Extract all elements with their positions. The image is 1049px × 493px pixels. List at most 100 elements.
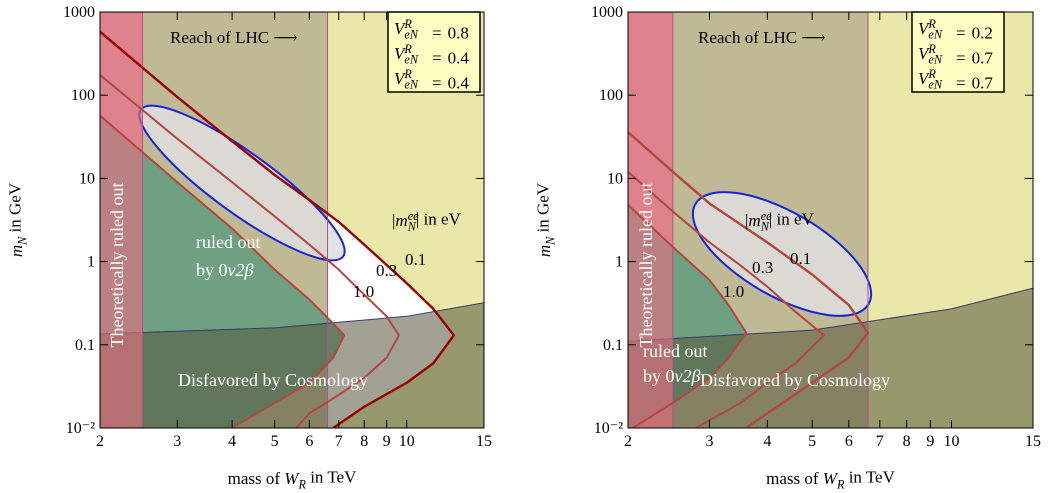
dbd-annotation: by 0ν2β: [196, 260, 253, 280]
cosmology-boundary: [628, 287, 1033, 342]
contour-line: [628, 131, 870, 428]
text-segment: V: [918, 44, 931, 63]
text-segment: N: [760, 219, 770, 233]
text-segment: ν2β: [675, 366, 701, 386]
text-segment: mass of: [766, 469, 823, 488]
text-segment: R: [403, 67, 412, 81]
text-segment: N: [543, 236, 557, 246]
text-segment: in TeV: [306, 467, 357, 486]
text-segment: V: [394, 44, 407, 63]
cosmology-boundary: [100, 302, 484, 335]
text-segment: by 0: [643, 366, 675, 386]
legend-entry: VR eN = 0.2: [918, 17, 993, 42]
x-tick-label: 9: [383, 433, 391, 450]
theory-annotation: Theoretically ruled out: [636, 183, 656, 348]
text-segment: V: [918, 19, 931, 38]
text-segment: m: [535, 245, 554, 257]
x-axis-title: mass of WR in TeV: [228, 467, 357, 491]
text-segment: in TeV: [844, 467, 895, 486]
text-segment: m: [748, 211, 760, 230]
text-segment: eN: [928, 52, 942, 66]
y-tick-label: 1000: [63, 4, 95, 21]
legend-eq: =: [432, 23, 442, 42]
contour-label: 0.3: [752, 258, 773, 277]
y-tick-label: 10: [607, 170, 623, 187]
text-segment: N: [15, 236, 29, 246]
cosmology-region: [628, 288, 1033, 428]
legend-value: 0.7: [972, 73, 994, 92]
text-segment: |: [745, 211, 748, 230]
legend-value: 0.7: [972, 48, 994, 67]
legend-entry: VR eN = 0.8: [394, 17, 469, 42]
x-tick-label: 10: [944, 433, 960, 450]
y-tick-label: 10⁻²: [66, 420, 95, 437]
text-segment: R: [927, 42, 936, 56]
y-tick-label: 100: [71, 87, 95, 104]
x-tick-label: 3: [173, 433, 181, 450]
text-segment: R: [297, 477, 306, 491]
x-tick-label: 5: [808, 433, 816, 450]
legend-entry: VR eN = 0.7: [918, 67, 993, 92]
text-segment: | in eV: [769, 209, 815, 228]
y-tick-label: 0.1: [603, 337, 623, 354]
y-tick-label: 100: [599, 87, 623, 104]
legend-box: [911, 11, 1005, 93]
legend-value: 0.8: [448, 23, 469, 42]
lhc-annotation: Reach of LHC ⟶: [698, 28, 826, 47]
legend-eq: =: [956, 48, 966, 67]
y-tick-label: 10: [79, 170, 95, 187]
lhc-annotation: Reach of LHC ⟶: [170, 28, 298, 47]
x-tick-label: 8: [903, 433, 911, 450]
text-segment: V: [918, 69, 931, 88]
contour-line: [100, 30, 455, 428]
text-segment: eN: [404, 52, 418, 66]
text-segment: | in eV: [416, 209, 462, 228]
contour-title: |mee N| in eV: [392, 209, 462, 233]
dbd-annotation: ruled out: [643, 341, 708, 361]
plot-area: [100, 12, 484, 428]
dbd-annotation: by 0ν2β: [643, 366, 700, 386]
theory-annotation: Theoretically ruled out: [107, 183, 127, 348]
text-segment: |: [392, 211, 395, 230]
theory-region: [628, 12, 673, 428]
legend-eq: =: [432, 48, 442, 67]
contour-title: |mee N| in eV: [745, 209, 815, 233]
text-segment: eN: [404, 27, 418, 41]
y-tick-label: 0.1: [75, 337, 95, 354]
cosmology-annotation: Disfavored by Cosmology: [700, 370, 890, 390]
legend-value: 0.4: [448, 48, 470, 67]
x-axis-title: mass of WR in TeV: [766, 467, 895, 491]
legend-entry: VR eN = 0.4: [394, 42, 469, 67]
x-tick-label: 2: [624, 433, 632, 450]
y-axis-title: mN in GeV: [533, 182, 557, 257]
contour-line: [100, 74, 400, 428]
text-segment: R: [403, 17, 412, 31]
x-tick-label: 7: [876, 433, 884, 450]
x-tick-label: 15: [1025, 433, 1041, 450]
dbd-annotation: ruled out: [196, 232, 261, 252]
legend-value: 0.2: [972, 23, 993, 42]
text-segment: V: [394, 19, 407, 38]
contour-line: [100, 114, 346, 428]
contour-label: 0.1: [405, 250, 426, 269]
x-tick-label: 4: [228, 433, 236, 450]
contour-line: [628, 171, 825, 428]
x-tick-label: 7: [335, 433, 343, 450]
cosmology-annotation: Disfavored by Cosmology: [178, 370, 368, 390]
cosmology-region: [100, 302, 484, 428]
text-segment: eN: [928, 77, 942, 91]
contour-label: 1.0: [723, 282, 744, 301]
legend-eq: =: [956, 23, 966, 42]
x-tick-label: 10: [399, 433, 415, 450]
y-tick-label: 1: [615, 254, 623, 271]
x-tick-label: 2: [96, 433, 104, 450]
text-segment: ee: [761, 209, 772, 223]
y-tick-label: 10⁻²: [594, 420, 623, 437]
text-segment: ee: [408, 209, 419, 223]
text-segment: by 0: [196, 260, 228, 280]
text-segment: W: [284, 469, 300, 488]
y-tick-label: 1: [87, 254, 95, 271]
text-segment: R: [927, 17, 936, 31]
